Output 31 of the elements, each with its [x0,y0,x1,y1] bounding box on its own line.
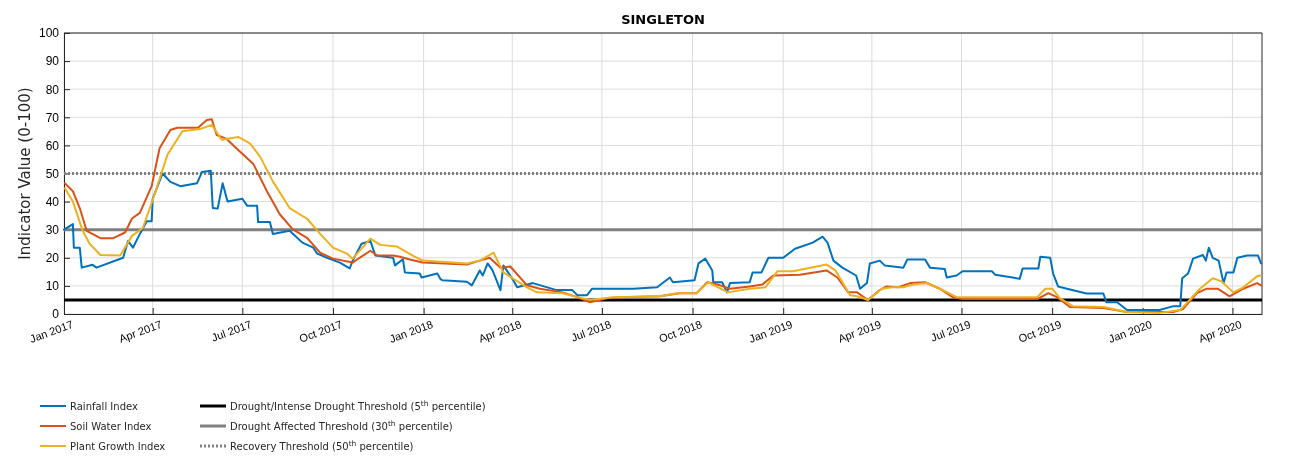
x-tick-label: Oct 2018 [657,318,704,345]
y-tick-label: 10 [45,279,60,294]
x-tick-label: Jul 2017 [209,318,254,344]
legend-label: Soil Water Index [70,421,152,432]
x-tick-label: Jul 2019 [929,318,973,344]
legend-label: Drought/Intense Drought Threshold (5$^{th}$ percentile) [230,398,486,412]
x-tick-label: Oct 2017 [297,318,344,345]
x-tick-label: Jul 2018 [569,318,613,344]
legend-label: Drought Affected Threshold (30$^{th}$ percentile) [230,418,453,432]
x-tick-label: Apr 2018 [476,318,524,345]
x-tick-label: Apr 2020 [1197,318,1244,345]
y-tick-label: 40 [45,194,60,209]
legend-label: Rainfall Index [70,401,138,412]
y-axis-title: Indicator Value (0-100) [16,87,34,260]
x-tick-label: Jan 2018 [387,318,435,345]
chart-title: SINGLETON [621,12,705,27]
y-tick-label: 80 [45,82,60,97]
legend-label: Plant Growth Index [70,441,166,452]
y-tick-label: 60 [45,138,60,153]
y-tick-label: 70 [45,110,60,125]
x-tick-label: Oct 2019 [1016,318,1063,345]
legend-label: Recovery Threshold (50$^{th}$ percentile) [230,438,414,452]
y-tick-label: 90 [45,54,60,69]
y-tick-label: 30 [45,223,60,238]
y-tick-label: 50 [45,166,60,181]
y-tick-label: 20 [45,251,60,266]
x-tick-label: Apr 2017 [117,318,164,345]
x-tick-label: Apr 2019 [836,318,883,345]
x-tick-label: Jan 2019 [747,318,794,345]
y-tick-label: 100 [38,26,60,41]
x-tick-label: Jan 2020 [1106,318,1154,345]
